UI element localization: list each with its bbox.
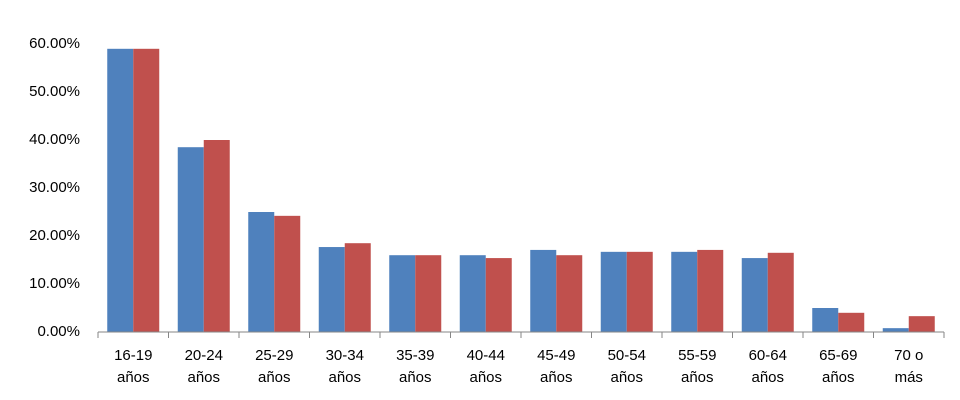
bar <box>767 252 794 332</box>
x-tick-label: 50-54 años <box>607 347 646 386</box>
bar <box>389 255 416 332</box>
bar <box>908 316 935 332</box>
y-tick-label: 40.00% <box>29 131 80 148</box>
x-tick-label: 30-34 años <box>325 347 364 386</box>
bar <box>318 247 345 332</box>
bar <box>248 212 275 332</box>
bar <box>882 328 909 332</box>
y-tick-label: 70.00% <box>29 0 80 4</box>
x-tick-label: 25-29 años <box>255 347 294 386</box>
bar <box>415 255 442 332</box>
bar <box>697 249 724 332</box>
bar <box>459 255 486 332</box>
x-tick-label: 65-69 años <box>819 347 858 386</box>
x-tick-label: 35-39 años <box>396 347 435 386</box>
x-tick-label: 45-49 años <box>537 347 576 386</box>
x-tick-label: 16-19 años <box>114 347 153 386</box>
bar <box>107 48 134 333</box>
bar <box>626 251 653 332</box>
y-tick-label: 60.00% <box>29 35 80 52</box>
bar <box>177 147 204 332</box>
bar <box>485 258 512 332</box>
bar <box>530 249 557 332</box>
bar <box>812 308 839 332</box>
bar <box>133 48 160 333</box>
bar <box>600 251 627 332</box>
bar <box>274 215 301 332</box>
bar <box>556 255 583 332</box>
y-tick-label: 20.00% <box>29 227 80 244</box>
bar <box>344 243 371 332</box>
y-tick-label: 0.00% <box>37 323 80 340</box>
bar <box>203 140 230 332</box>
x-tick-label: 40-44 años <box>466 347 505 386</box>
y-tick-label: 30.00% <box>29 179 80 196</box>
x-tick-label: 55-59 años <box>678 347 717 386</box>
x-tick-label: 70 o más <box>894 347 924 386</box>
y-tick-label: 50.00% <box>29 83 80 100</box>
y-tick-label: 10.00% <box>29 275 80 292</box>
bar <box>838 312 865 332</box>
bar <box>741 258 768 332</box>
x-tick-label: 20-24 años <box>184 347 223 386</box>
x-tick-label: 60-64 años <box>748 347 787 386</box>
bar <box>671 251 698 332</box>
